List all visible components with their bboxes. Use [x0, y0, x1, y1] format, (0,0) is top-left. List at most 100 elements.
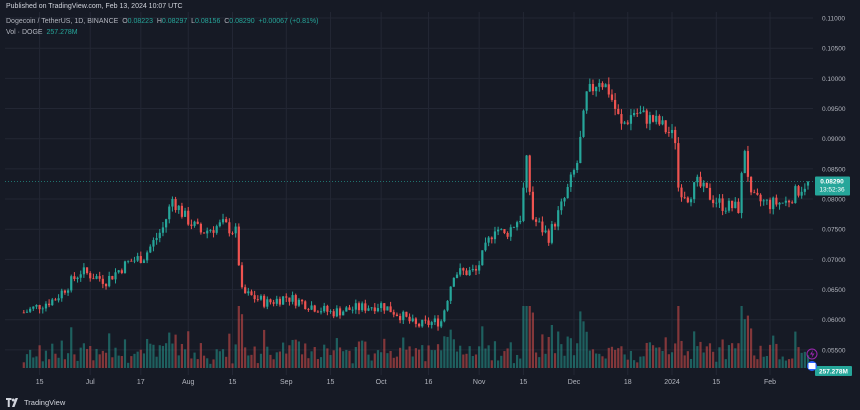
- volume-bar: [553, 353, 557, 368]
- candle-body: [85, 267, 89, 274]
- x-tick-label: Jul: [86, 379, 95, 386]
- candle-body: [481, 250, 484, 266]
- volume-bar: [158, 345, 161, 368]
- ohlc-open: 0.08223: [127, 18, 153, 25]
- volume-bar: [803, 351, 806, 368]
- volume-bar: [497, 360, 500, 368]
- volume-bar: [677, 306, 680, 368]
- candle-body: [130, 260, 133, 262]
- volume-bar: [740, 306, 743, 368]
- volume-bar: [225, 356, 228, 368]
- candle-body: [500, 229, 503, 230]
- volume-bar: [541, 334, 544, 368]
- candle-body: [139, 256, 142, 263]
- x-tick-label: Dec: [568, 379, 581, 386]
- candle-body: [120, 270, 123, 274]
- volume-bar: [316, 359, 319, 368]
- candle-body: [740, 173, 743, 214]
- candle-body: [718, 198, 721, 203]
- candle-body: [48, 303, 51, 306]
- candle-body: [452, 277, 455, 287]
- candle-body: [414, 318, 418, 324]
- volume-bar: [414, 348, 418, 368]
- volume-bar: [345, 349, 348, 368]
- volume-bar: [715, 361, 718, 368]
- volume-bar: [383, 338, 386, 368]
- candle-body: [421, 319, 424, 327]
- candle-body: [294, 295, 297, 306]
- candle-body: [791, 202, 794, 204]
- volume-bar: [778, 359, 781, 368]
- candle-body: [240, 265, 244, 288]
- candle-body: [778, 202, 781, 205]
- volume-bar: [610, 346, 614, 368]
- volume-bar: [512, 363, 516, 368]
- volume-bar: [361, 340, 364, 368]
- volume-bar: [278, 351, 282, 368]
- candle-body: [677, 143, 680, 188]
- candle-body: [307, 309, 310, 310]
- candle-body: [762, 200, 765, 202]
- candle-body: [389, 306, 392, 313]
- candle-body: [361, 303, 364, 311]
- volume-bar: [797, 347, 800, 368]
- volume-bar: [376, 350, 380, 368]
- candle-body: [446, 300, 449, 311]
- candles: [22, 77, 810, 331]
- candle-body: [364, 303, 367, 311]
- candle-body: [436, 318, 440, 327]
- volume-bar: [234, 344, 237, 368]
- y-tick-label: 0.09000: [822, 136, 846, 143]
- volume-bar: [424, 361, 427, 368]
- candle-body: [440, 321, 443, 327]
- candle-body: [474, 269, 478, 271]
- volume-bar: [218, 351, 221, 368]
- candle-body: [772, 197, 775, 210]
- volume-bar: [348, 350, 351, 368]
- candle-body: [392, 312, 395, 315]
- volume-bar: [658, 347, 661, 368]
- candle-body: [784, 200, 787, 203]
- candle-body: [623, 122, 626, 124]
- volume-bar: [310, 351, 313, 368]
- volume-bar: [149, 343, 152, 368]
- candle-body: [519, 220, 522, 223]
- candle-body: [165, 219, 168, 228]
- volume-bar: [250, 354, 253, 368]
- tradingview-footer[interactable]: TradingView: [6, 398, 65, 407]
- candle-body: [468, 270, 471, 276]
- candle-body: [22, 312, 25, 314]
- candle-body: [73, 276, 76, 279]
- candle-body: [699, 176, 702, 187]
- volume-bar: [111, 357, 114, 368]
- candle-body: [237, 226, 240, 266]
- candle-body: [756, 192, 759, 195]
- volume-bar: [263, 329, 266, 368]
- candle-body: [443, 310, 446, 322]
- volume-bar: [392, 357, 395, 368]
- candle-body: [285, 296, 288, 298]
- volume-bar: [215, 349, 218, 368]
- volume-bar: [588, 350, 591, 368]
- candle-body: [746, 151, 750, 177]
- volume-bar: [380, 352, 383, 368]
- volume-bar: [44, 350, 48, 368]
- candle-body: [797, 186, 800, 196]
- volume-bar: [41, 361, 44, 368]
- volume-bar: [101, 350, 104, 368]
- candle-body: [380, 303, 383, 309]
- volume-bar: [199, 343, 202, 368]
- candle-body: [553, 224, 557, 227]
- candle-body: [199, 223, 202, 233]
- volume-bar: [60, 340, 63, 368]
- candle-body: [588, 83, 591, 92]
- volume-bar: [136, 351, 139, 368]
- volume-bar: [718, 347, 721, 368]
- volume-bar: [519, 358, 522, 368]
- candle-body: [610, 94, 614, 100]
- volume-bar: [749, 328, 753, 368]
- volume-bar: [421, 345, 424, 368]
- lightning-glyph: [810, 350, 815, 358]
- volume-bar: [190, 358, 193, 368]
